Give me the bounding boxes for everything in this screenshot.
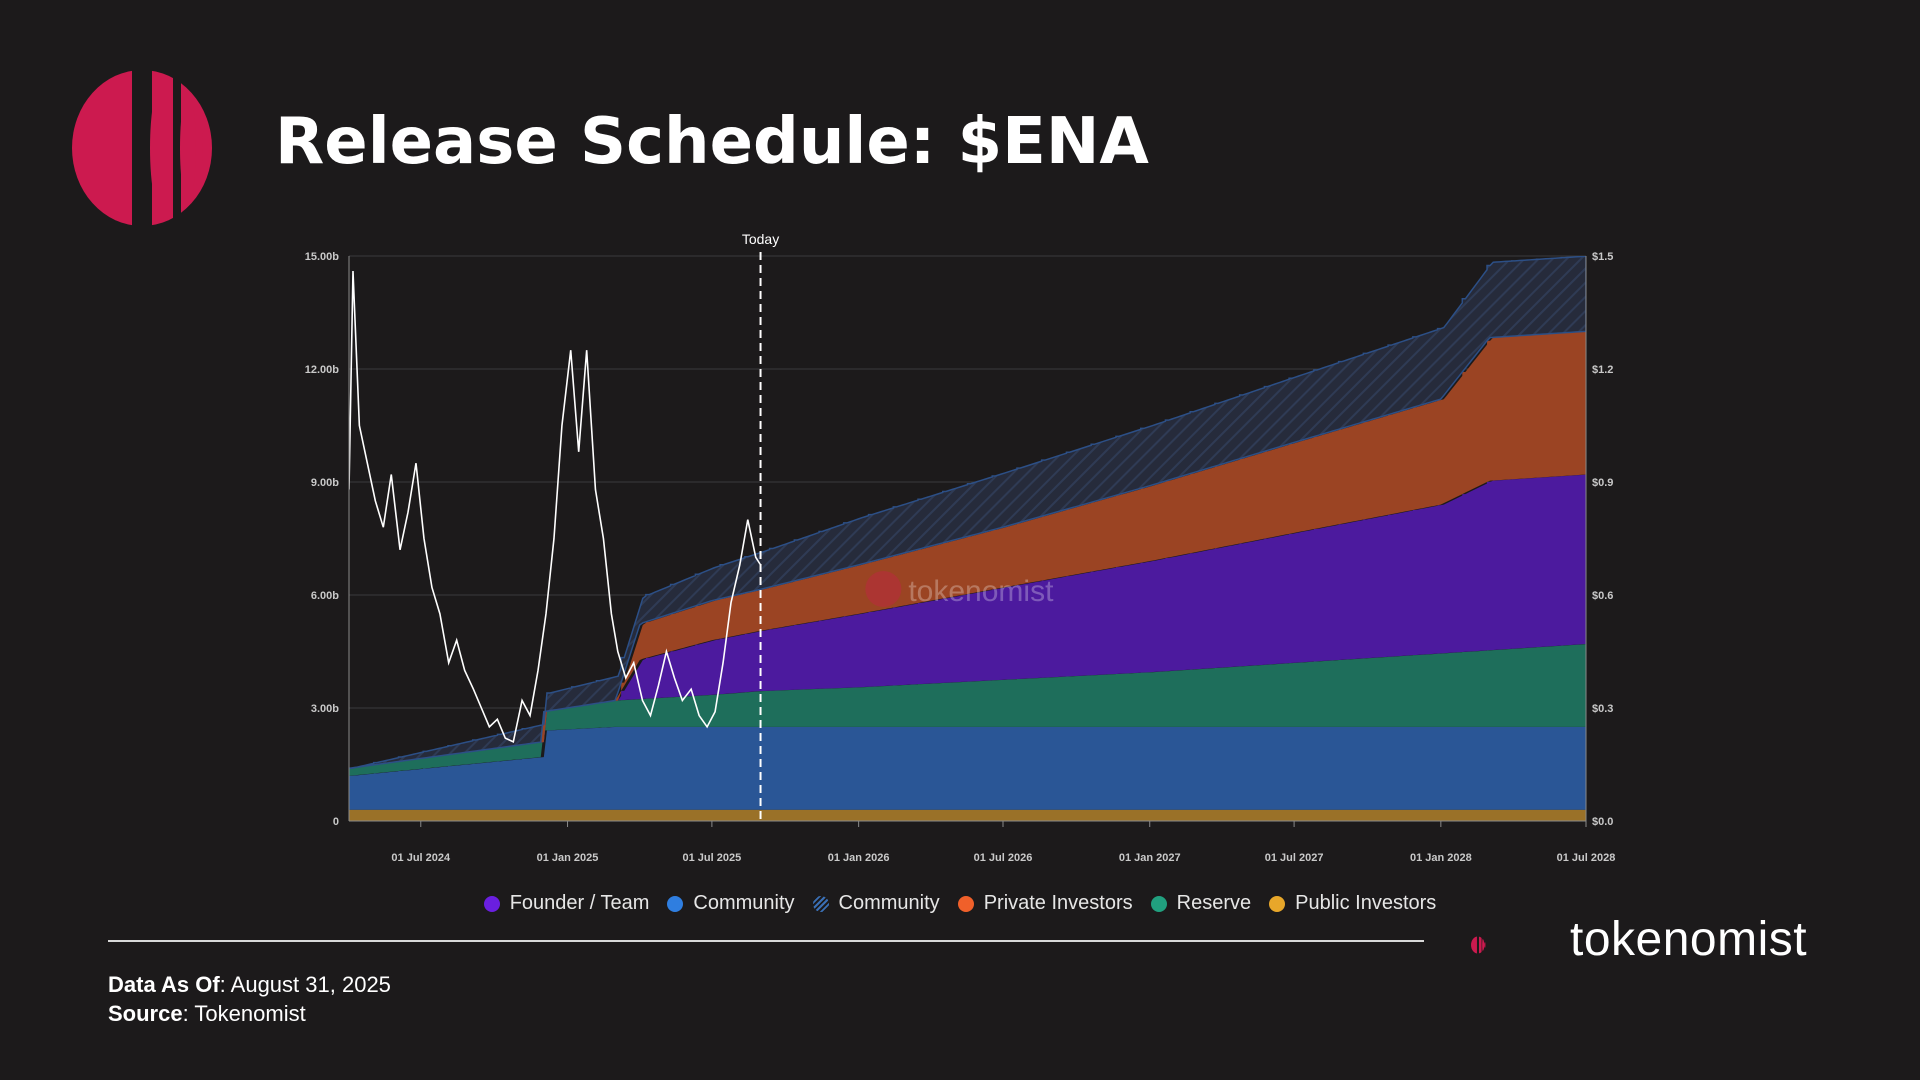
area-founder-team [349,474,1586,769]
x-tick-label: 01 Jan 2026 [828,852,890,864]
x-tick-label: 01 Jan 2028 [1410,852,1472,864]
legend-item-founder-team[interactable]: Founder / Team [483,892,650,915]
x-tick-label: 01 Jan 2027 [1119,852,1181,864]
legend-swatch-private-investors [957,895,974,912]
y-left-tick-label: 9.00b [311,477,339,489]
y-left-tick-label: 15.00b [305,251,340,263]
y-right-tick-label: $0.9 [1592,477,1613,489]
y-right-tick-label: $1.2 [1592,364,1613,376]
area-private-investors [349,331,1586,769]
axes: 0 3.00b 6.00b 9.00b 12.00b 15.00b $0.0 $0.3 $0.6… [305,251,1616,864]
legend-label: Public Investors [1295,892,1437,914]
legend-swatch-reserve [1150,895,1167,912]
x-tick-label: 01 Jul 2026 [974,852,1033,864]
y-left-tick-label: 6.00b [311,590,339,602]
x-tick-label: 01 Jul 2025 [683,852,742,864]
today-marker: Today [742,231,779,821]
y-right-tick-label: $0.3 [1592,703,1613,715]
source-line: Source: Tokenomist [108,999,391,1028]
area-public-investors [349,809,1586,821]
legend-swatch-community [667,895,684,912]
chart-legend: Founder / Team Community Community Priva… [0,892,1920,915]
data-as-of-label: Data As Of [108,972,220,997]
legend-label: Reserve [1176,892,1252,914]
legend-item-private-investors[interactable]: Private Investors [957,892,1133,915]
x-tick-label: 01 Jul 2028 [1557,852,1616,864]
data-as-of-line: Data As Of: August 31, 2025 [108,970,391,999]
source-value: : Tokenomist [182,1001,306,1026]
brand-logo-mark [1471,934,1486,956]
legend-label: Private Investors [983,892,1133,914]
x-tick-label: 01 Jul 2027 [1265,852,1324,864]
area-layers [349,256,1586,821]
legend-item-reserve[interactable]: Reserve [1150,892,1252,915]
watermark-logo-icon [865,571,902,607]
area-reserve [349,643,1586,776]
y-right-tick-label: $0.6 [1592,590,1613,602]
area-community [349,726,1586,810]
legend-label: Founder / Team [509,892,650,914]
watermark-text: tokenomist [908,575,1054,608]
legend-swatch-founder-team [483,895,500,912]
legend-label: Community [838,892,940,914]
data-as-of-value: : August 31, 2025 [219,972,391,997]
brand-name: tokenomist [1570,913,1808,966]
legend-item-community[interactable]: Community [667,892,795,915]
y-left-tick-label: 12.00b [305,364,340,376]
source-label: Source [108,1001,183,1026]
legend-swatch-community-hatched [812,895,829,912]
footer-divider [108,940,1424,942]
y-right-tick-label: $1.5 [1592,251,1613,263]
y-right-tick-label: $0.0 [1592,816,1613,828]
legend-swatch-public-investors [1269,895,1286,912]
price-line-group [349,271,762,744]
tokenomist-logo-mark [72,68,212,228]
y-left-tick-label: 3.00b [311,703,339,715]
y-left-tick-label: 0 [333,816,339,828]
x-tick-label: 01 Jan 2025 [537,852,599,864]
footer-info: Data As Of: August 31, 2025 Source: Toke… [108,970,391,1028]
today-label: Today [742,231,779,247]
x-tick-label: 01 Jul 2024 [391,852,451,864]
price-line [349,271,762,744]
chart-watermark: tokenomist [865,571,1054,608]
legend-label: Community [693,892,795,914]
legend-item-public-investors[interactable]: Public Investors [1269,892,1436,915]
page-title: Release Schedule: $ENA [275,105,1149,179]
legend-item-community-hatched[interactable]: Community [812,892,940,915]
